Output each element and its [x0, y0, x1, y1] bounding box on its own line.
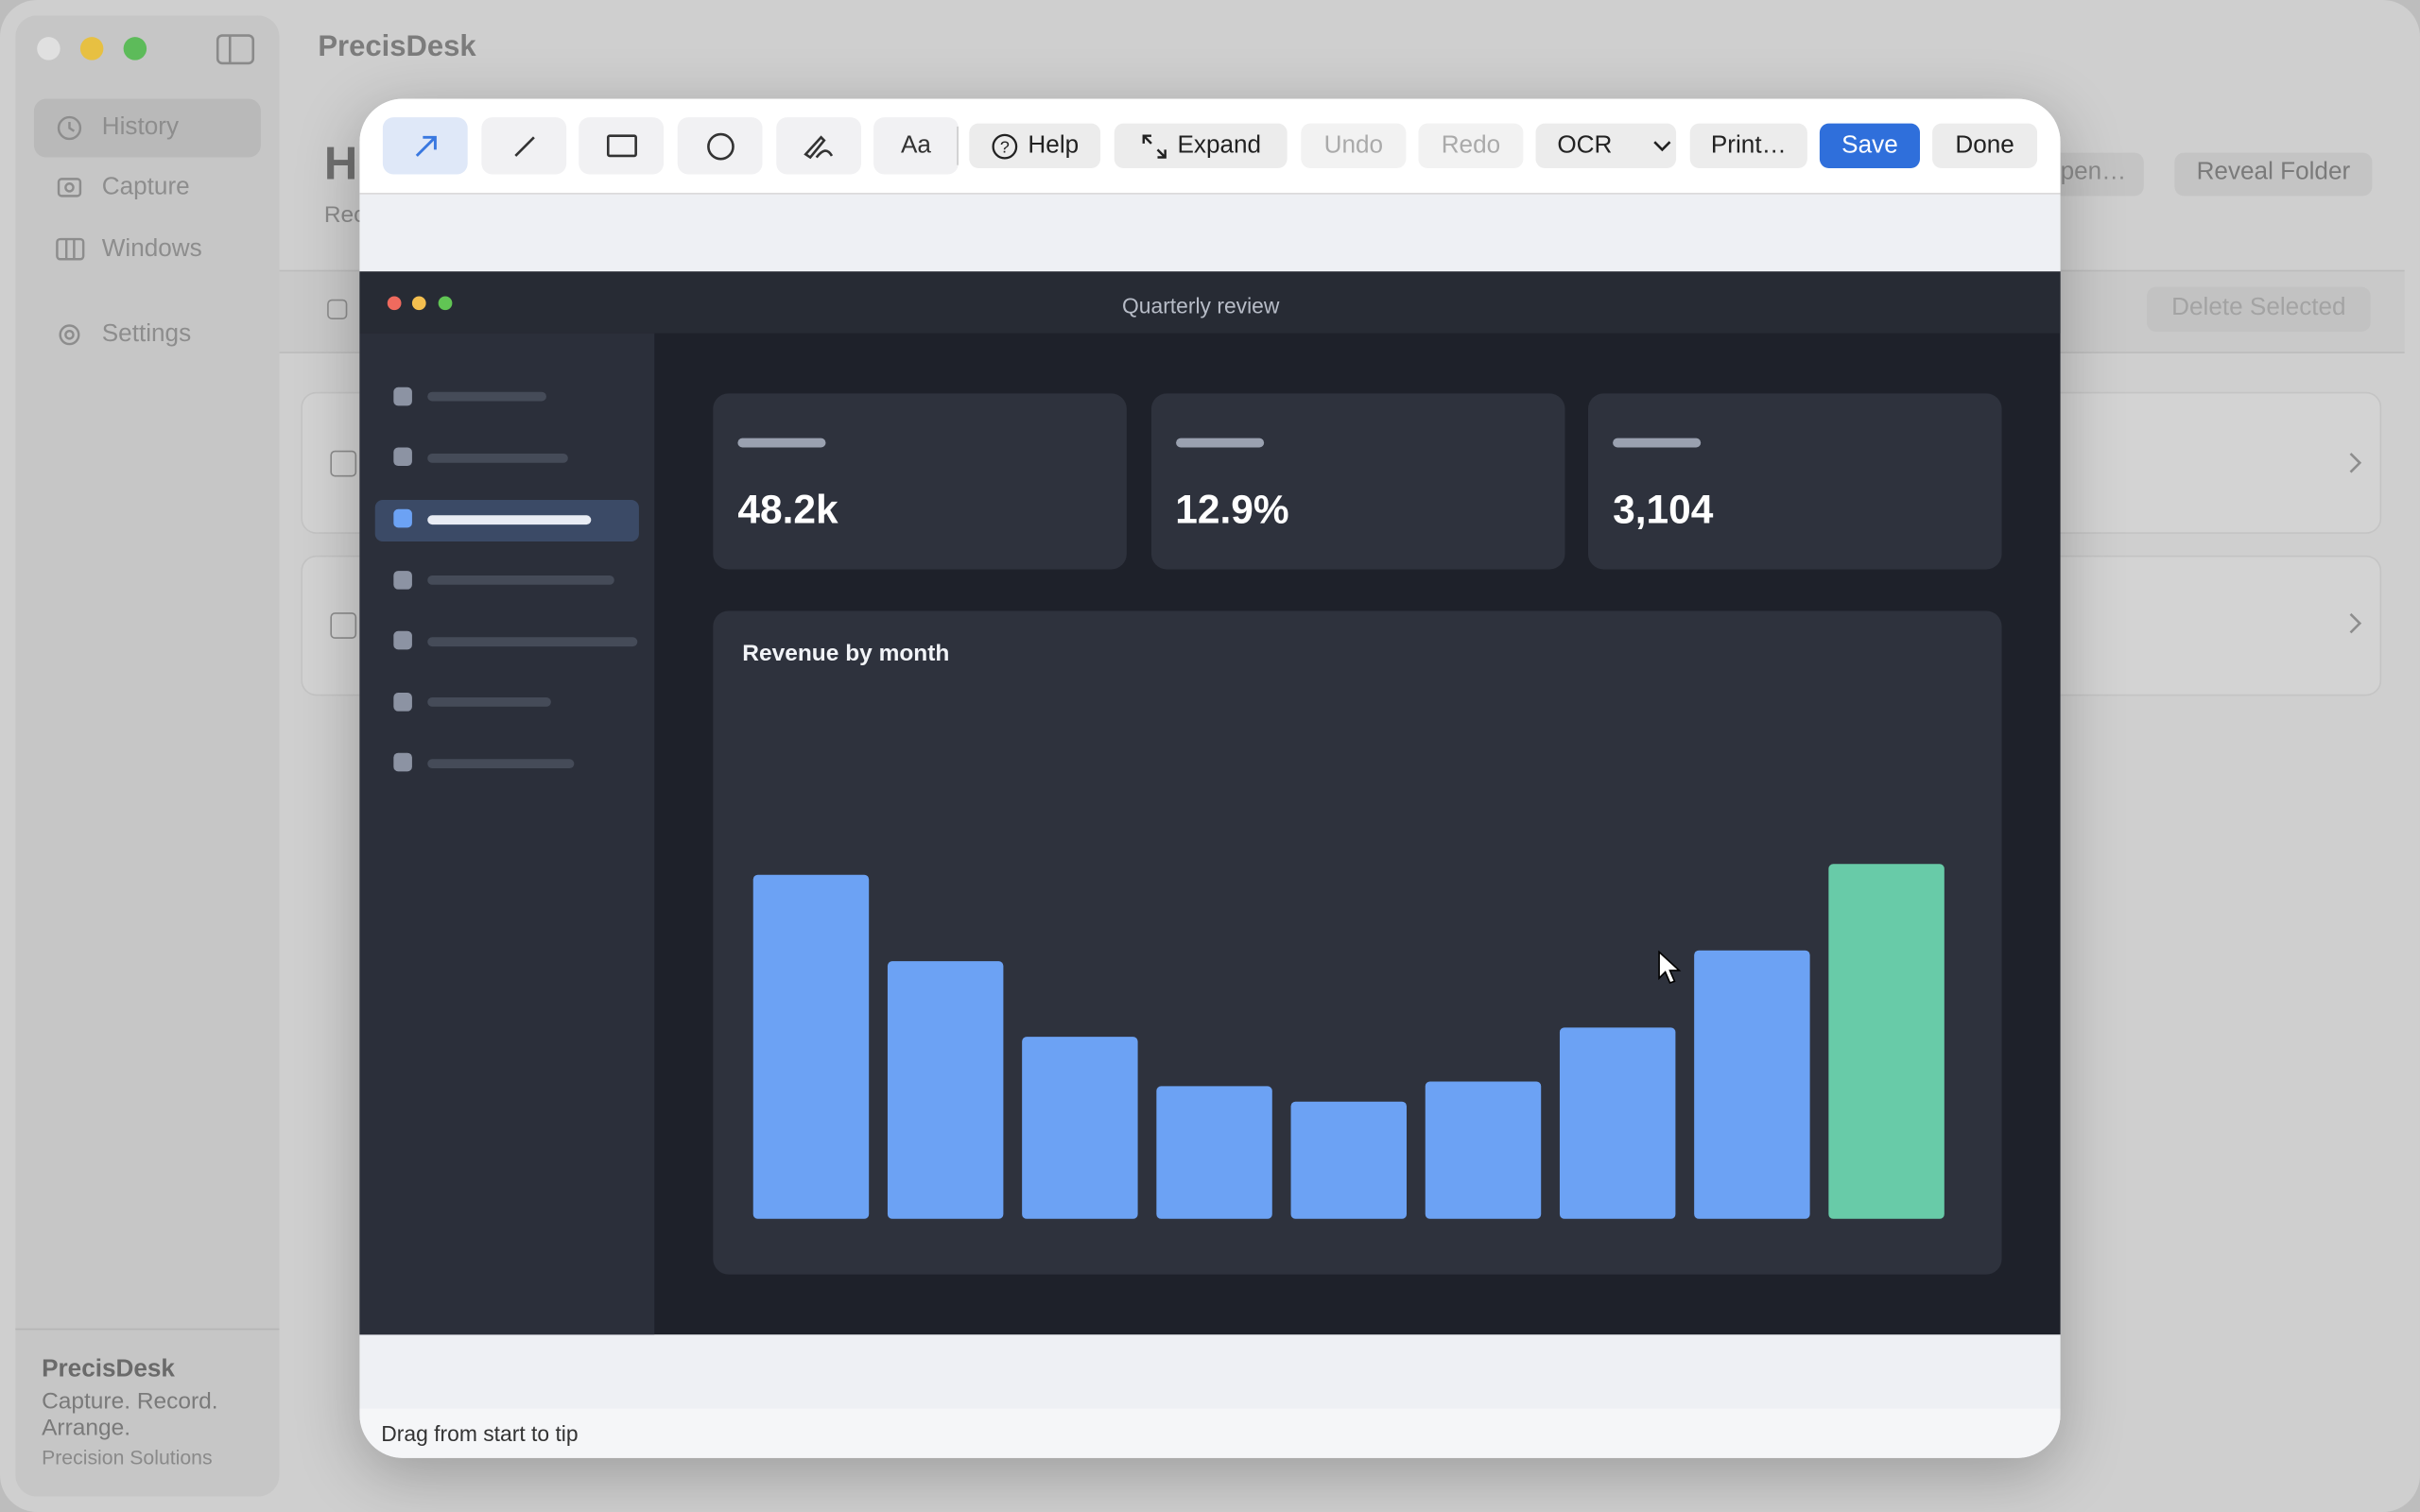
placeholder	[737, 438, 826, 448]
cursor	[1658, 950, 1682, 985]
expand-button[interactable]: Expand	[1114, 123, 1288, 168]
stat-value: 3,104	[1613, 486, 1714, 533]
min-dot[interactable]	[79, 37, 104, 60]
rect-tool[interactable]	[579, 117, 665, 175]
sidebar-selection	[33, 98, 261, 158]
placeholder	[427, 759, 575, 769]
line-tool[interactable]	[481, 117, 567, 175]
bar	[1290, 1101, 1407, 1219]
sidebar-icons	[56, 115, 85, 346]
placeholder	[427, 391, 546, 402]
status-bar	[359, 1408, 2061, 1458]
chart-title: Revenue by month	[742, 640, 950, 667]
label: OCR	[1557, 131, 1613, 159]
placeholder	[427, 515, 592, 525]
placeholder	[427, 453, 568, 463]
item-icon	[393, 508, 412, 528]
placeholder	[1175, 438, 1264, 448]
label: Expand	[1177, 131, 1262, 159]
max-dot[interactable]	[123, 37, 147, 60]
pen-tool[interactable]	[776, 117, 862, 175]
bar	[1022, 1037, 1138, 1219]
stat-card	[713, 393, 1127, 570]
undo-button[interactable]: Undo	[1301, 123, 1407, 168]
item-icon	[393, 447, 412, 467]
ocr-button[interactable]: OCR	[1535, 123, 1677, 168]
chevrons	[2349, 453, 2362, 634]
item-icon	[393, 752, 412, 772]
checkbox[interactable]	[330, 612, 357, 639]
chevron	[1652, 140, 1670, 151]
checkbox[interactable]	[327, 299, 348, 319]
placeholder	[427, 637, 638, 647]
text-tool[interactable]: Aa	[873, 117, 959, 175]
footer-name: PrecisDesk	[42, 1356, 175, 1383]
stat-value: 12.9%	[1175, 486, 1289, 533]
bar	[1694, 950, 1810, 1219]
checkbox[interactable]	[330, 450, 357, 477]
status-text: Drag from start to tip	[381, 1420, 579, 1446]
separator	[957, 126, 959, 165]
bar	[752, 874, 870, 1219]
sidebar-item[interactable]: Windows	[101, 235, 202, 263]
button[interactable]: Reveal Folder	[2174, 152, 2373, 197]
footer-tagline: Capture. Record. Arrange.	[42, 1388, 218, 1441]
stat-card	[1150, 393, 1564, 570]
save-button[interactable]: Save	[1819, 123, 1921, 168]
close-dot[interactable]	[37, 37, 60, 60]
svg-text:?: ?	[1000, 137, 1010, 156]
bar	[1425, 1081, 1542, 1219]
app-title: PrecisDesk	[318, 30, 476, 63]
titlebar	[359, 271, 2061, 334]
item-icon	[393, 387, 412, 406]
redo-button[interactable]: Redo	[1418, 123, 1524, 168]
sidebar	[15, 15, 280, 1497]
sidebar-item[interactable]: Settings	[101, 320, 192, 348]
shot-title: Quarterly review	[1121, 293, 1280, 318]
bar	[887, 961, 1004, 1219]
arrow-tool[interactable]	[382, 117, 468, 175]
bar	[1559, 1027, 1676, 1219]
stat-card	[1587, 393, 2002, 570]
dot	[411, 296, 426, 311]
item-icon	[393, 693, 412, 712]
bar	[1156, 1086, 1272, 1219]
item-icon	[393, 630, 412, 650]
sidebar-item[interactable]: History	[101, 113, 180, 141]
help-button[interactable]: ? Help	[969, 123, 1101, 168]
item-icon	[393, 571, 412, 590]
done-button[interactable]: Done	[1932, 123, 2038, 168]
label: Help	[1028, 131, 1080, 159]
footer-company: Precision Solutions	[42, 1445, 213, 1469]
placeholder	[1613, 438, 1702, 448]
divider	[15, 1328, 280, 1331]
delete-button[interactable]: Delete Selected	[2147, 286, 2371, 333]
expand-icon	[1142, 133, 1167, 158]
bar	[1828, 864, 1945, 1219]
print-button[interactable]: Print…	[1689, 123, 1807, 168]
placeholder	[427, 696, 551, 707]
placeholder	[427, 575, 614, 585]
dot	[438, 296, 453, 311]
help-icon: ?	[992, 132, 1018, 159]
sidebar-toggle[interactable]	[216, 34, 255, 65]
oval-tool[interactable]	[677, 117, 763, 175]
subheading: Rec	[323, 201, 366, 229]
stat-value: 48.2k	[737, 486, 838, 533]
dot	[387, 296, 402, 311]
heading: H	[323, 138, 358, 190]
sidebar-item[interactable]: Capture	[101, 174, 190, 201]
